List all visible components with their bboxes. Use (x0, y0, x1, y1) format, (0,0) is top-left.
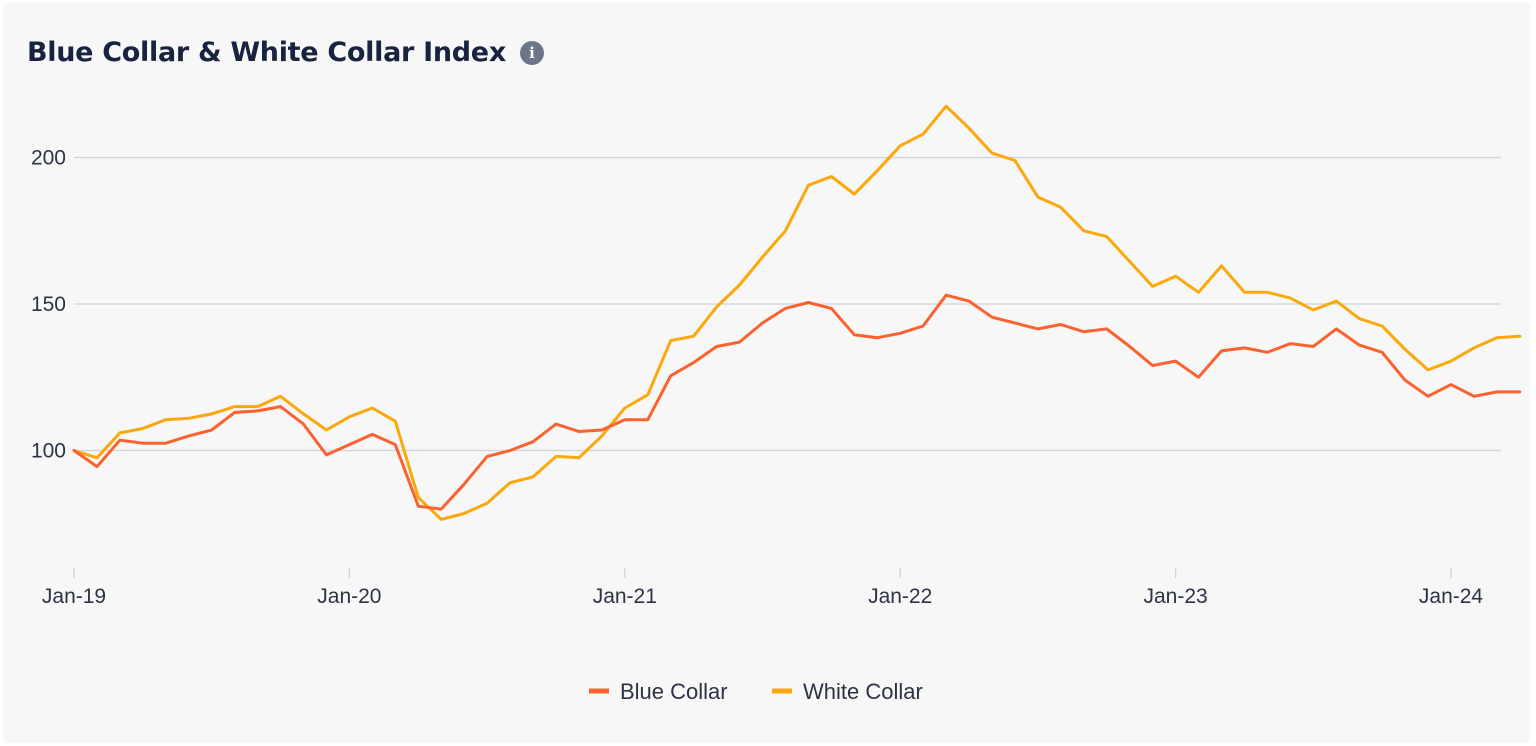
x-tick-label: Jan-24 (1419, 585, 1484, 608)
y-tick-label: 150 (31, 293, 66, 316)
series-line-white-collar[interactable] (72, 104, 1522, 521)
x-tick-label: Jan-21 (593, 585, 657, 608)
series-lines (72, 104, 1522, 521)
x-tick-label: Jan-23 (1143, 585, 1207, 608)
chart-card: Blue Collar & White Collar Index i (3, 3, 1530, 743)
y-tick-label: 100 (31, 440, 66, 463)
chart-title: Blue Collar & White Collar Index (27, 37, 506, 68)
info-icon[interactable]: i (519, 40, 544, 65)
legend-label: Blue Collar (620, 679, 728, 704)
legend: Blue Collar White Collar (589, 679, 923, 704)
legend-item-white-collar[interactable]: White Collar (772, 679, 923, 704)
y-tick-label: 200 (31, 147, 66, 170)
x-tick-label: Jan-19 (42, 585, 106, 608)
grid-lines (74, 156, 1501, 452)
title-row: Blue Collar & White Collar Index i (27, 37, 544, 68)
legend-label: White Collar (803, 679, 923, 704)
series-line-blue-collar[interactable] (72, 293, 1522, 511)
x-tick-label: Jan-20 (317, 585, 381, 608)
x-axis-ticks: Jan-19 Jan-20 Jan-21 Jan-22 Jan-23 Jan-24 (42, 568, 1484, 608)
legend-item-blue-collar[interactable]: Blue Collar (589, 679, 728, 704)
x-tick-label: Jan-22 (868, 585, 932, 608)
y-axis-ticks: 100 150 200 (31, 147, 66, 463)
